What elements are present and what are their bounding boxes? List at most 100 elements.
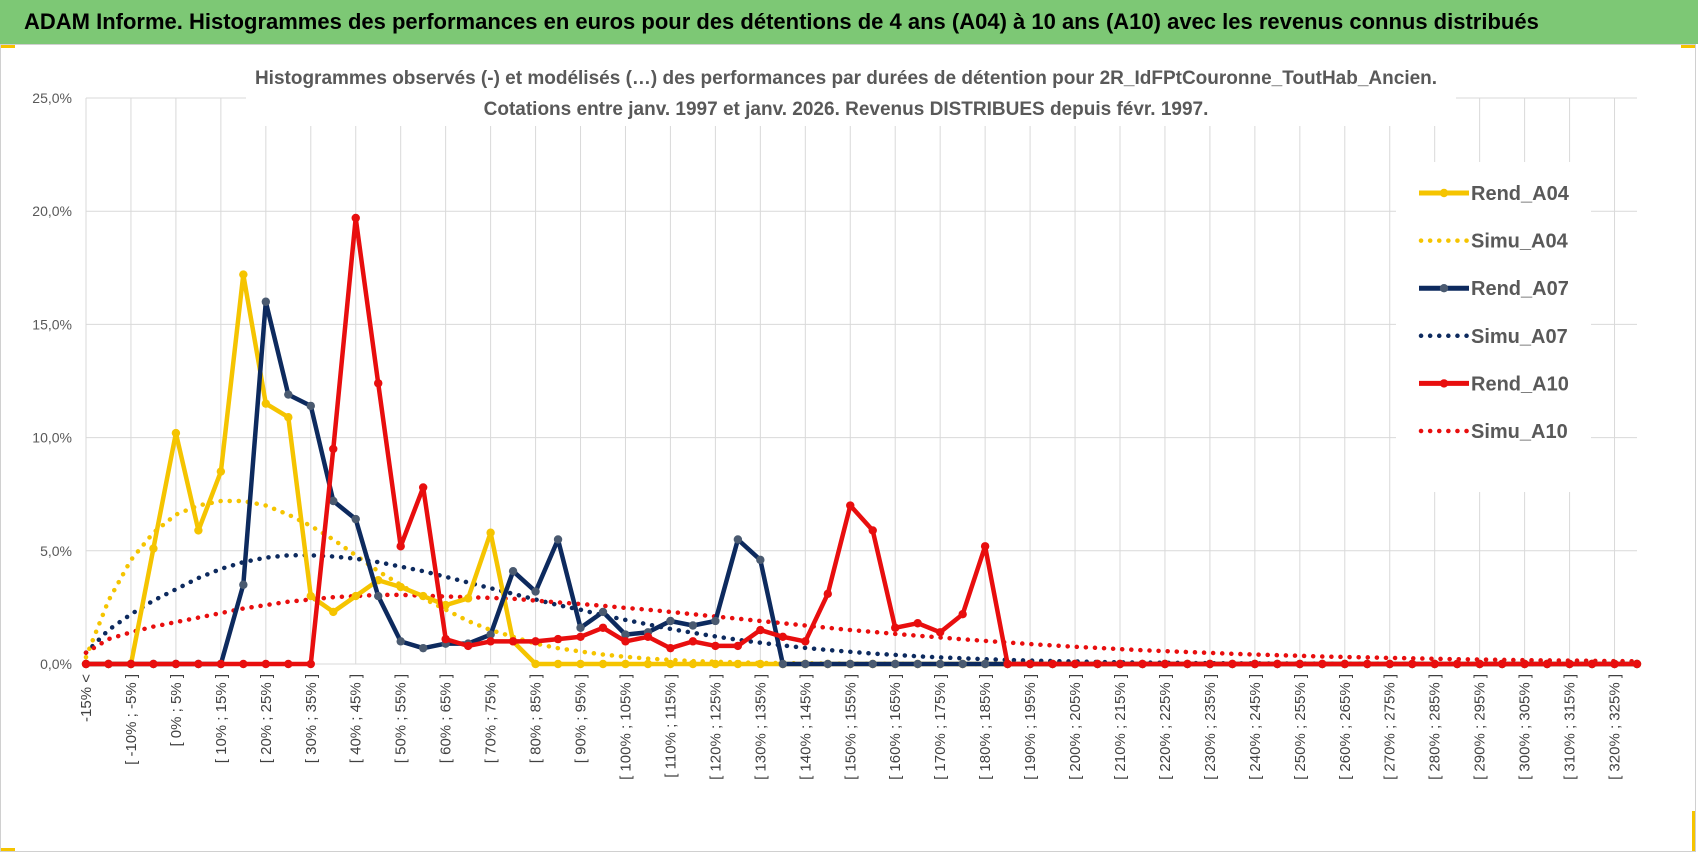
data-point-Rend_A10	[1205, 659, 1215, 669]
data-point-Rend_A10	[239, 659, 248, 669]
data-point-Rend_A04	[666, 659, 675, 669]
legend: Rend_A04 Simu_A04 Rend_A07 Simu_A07 Rend_A10…	[1418, 183, 1570, 443]
x-tick-label: [ 110% ; 115% ]	[662, 674, 679, 778]
data-point-Rend_A10	[553, 634, 563, 644]
x-tick-label: [ 120% ; 125% ]	[707, 674, 724, 780]
data-point-Rend_A10	[598, 623, 608, 632]
data-point-Rend_A04	[284, 413, 293, 422]
legend-label: Simu_A04	[1471, 231, 1569, 253]
x-tick-label: [ 230% ; 235% ]	[1202, 674, 1219, 780]
x-tick-label: [ 90% ; 95% ]	[573, 674, 590, 763]
data-point-Rend_A10	[126, 659, 136, 669]
y-tick-label: 25,0%	[32, 90, 72, 106]
data-point-Rend_A07	[486, 630, 495, 639]
legend-label: Simu_A07	[1471, 326, 1568, 348]
performance-histogram-chart: Histogrammes observés (-) et modélisés (…	[32, 60, 1642, 780]
data-point-Rend_A10	[1138, 659, 1147, 669]
x-tick-label: [ 300% ; 305% ]	[1517, 674, 1534, 780]
x-tick-label: [ 100% ; 105% ]	[617, 674, 634, 780]
data-point-Rend_A10	[374, 379, 383, 388]
data-point-Rend_A10	[1048, 659, 1057, 669]
data-point-Rend_A07	[261, 297, 271, 306]
x-tick-label: [ 0% ; 5% ]	[168, 674, 185, 747]
data-point-Rend_A10	[1363, 659, 1372, 669]
data-point-Rend_A10	[486, 637, 495, 646]
data-point-Rend_A10	[1093, 659, 1102, 669]
legend-marker-Rend_A10	[1439, 379, 1449, 388]
x-tick-label: [ 140% ; 145% ]	[797, 674, 814, 780]
y-tick-label: 0,0%	[40, 656, 72, 672]
data-point-Rend_A04	[171, 428, 181, 438]
corner-mark-top-right	[1681, 45, 1695, 48]
data-point-Rend_A10	[733, 641, 743, 651]
data-point-Rend_A04	[261, 399, 271, 408]
data-point-Rend_A07	[913, 659, 922, 669]
x-tick-label: [ 10% ; 15% ]	[213, 674, 230, 763]
data-point-Rend_A10	[329, 444, 338, 454]
legend-marker-Rend_A07	[1439, 284, 1449, 293]
legend-label: Rend_A04	[1471, 183, 1570, 205]
x-tick-label: [ 320% ; 325% ]	[1607, 674, 1624, 780]
data-point-Rend_A10	[643, 632, 653, 642]
x-tick-label: [ 310% ; 315% ]	[1562, 674, 1579, 780]
data-point-Rend_A10	[1250, 659, 1260, 669]
data-point-Rend_A10	[1452, 659, 1462, 669]
data-point-Rend_A07	[576, 623, 585, 632]
data-point-Rend_A07	[891, 659, 900, 669]
data-point-Rend_A10	[216, 659, 226, 669]
x-tick-label: [ 40% ; 45% ]	[348, 674, 365, 763]
data-point-Rend_A04	[463, 594, 473, 603]
data-point-Rend_A10	[1520, 659, 1529, 669]
data-point-Rend_A10	[1318, 659, 1327, 669]
data-point-Rend_A07	[239, 580, 248, 589]
x-axis-labels: -15% < [ -10% ; -5% ] [ 0% ; 5% ] [ 10% ; 1…	[78, 674, 1624, 780]
x-tick-label: [ 180% ; 185% ]	[977, 674, 994, 780]
chart-subtitle: Cotations entre janv. 1997 et janv. 2026…	[484, 99, 1209, 120]
x-tick-label: [ 50% ; 55% ]	[393, 674, 410, 763]
x-tick-label: [ -10% ; -5% ]	[123, 674, 140, 765]
data-point-Rend_A10	[441, 634, 450, 644]
data-point-Rend_A10	[913, 619, 922, 628]
corner-mark-top-left	[1, 45, 15, 48]
x-tick-label: [ 270% ; 275% ]	[1382, 674, 1399, 780]
legend-label: Rend_A07	[1471, 278, 1569, 300]
data-point-Rend_A10	[621, 637, 630, 646]
data-point-Rend_A07	[733, 535, 743, 544]
x-tick-label: [ 170% ; 175% ]	[932, 674, 949, 780]
chart-title: Histogrammes observés (-) et modélisés (…	[255, 68, 1437, 89]
series-line-Simu_A04	[83, 498, 1640, 667]
data-point-Rend_A10	[171, 659, 181, 669]
data-point-Rend_A04	[553, 659, 563, 669]
y-axis-labels: 0,0% 5,0% 10,0% 15,0% 20,0% 25,0%	[32, 90, 72, 672]
data-point-Rend_A10	[508, 637, 518, 646]
corner-mark-bottom-right	[1692, 811, 1695, 851]
data-point-Rend_A04	[643, 659, 653, 669]
page-title: ADAM Informe. Histogrammes des performan…	[24, 9, 1539, 34]
chart-frame: Histogrammes observés (-) et modélisés (…	[0, 44, 1696, 852]
x-tick-label: [ 60% ; 65% ]	[438, 674, 455, 763]
data-point-Rend_A10	[846, 501, 855, 510]
data-point-Rend_A04	[149, 544, 158, 553]
data-point-Rend_A10	[1273, 659, 1282, 669]
data-point-Rend_A04	[576, 659, 585, 669]
data-point-Rend_A10	[935, 628, 945, 637]
data-point-Rend_A10	[756, 625, 765, 635]
chart-title-background	[246, 60, 1456, 126]
data-point-Rend_A07	[935, 659, 945, 669]
data-point-Rend_A10	[1070, 659, 1080, 669]
data-point-Rend_A07	[418, 643, 428, 653]
legend-label: Simu_A10	[1471, 421, 1568, 443]
data-point-Rend_A07	[396, 637, 405, 646]
series-layer	[81, 213, 1642, 669]
data-point-Rend_A04	[329, 607, 338, 617]
data-point-Rend_A04	[216, 467, 226, 476]
data-point-Rend_A04	[239, 270, 248, 279]
x-tick-label: [ 150% ; 155% ]	[842, 674, 859, 780]
data-point-Rend_A07	[823, 659, 832, 669]
data-point-Rend_A04	[621, 659, 630, 669]
data-point-Rend_A10	[261, 659, 271, 669]
data-point-Rend_A10	[823, 589, 832, 599]
legend-marker-Rend_A04	[1439, 188, 1449, 198]
data-point-Rend_A10	[396, 542, 405, 551]
data-point-Rend_A10	[576, 632, 585, 642]
